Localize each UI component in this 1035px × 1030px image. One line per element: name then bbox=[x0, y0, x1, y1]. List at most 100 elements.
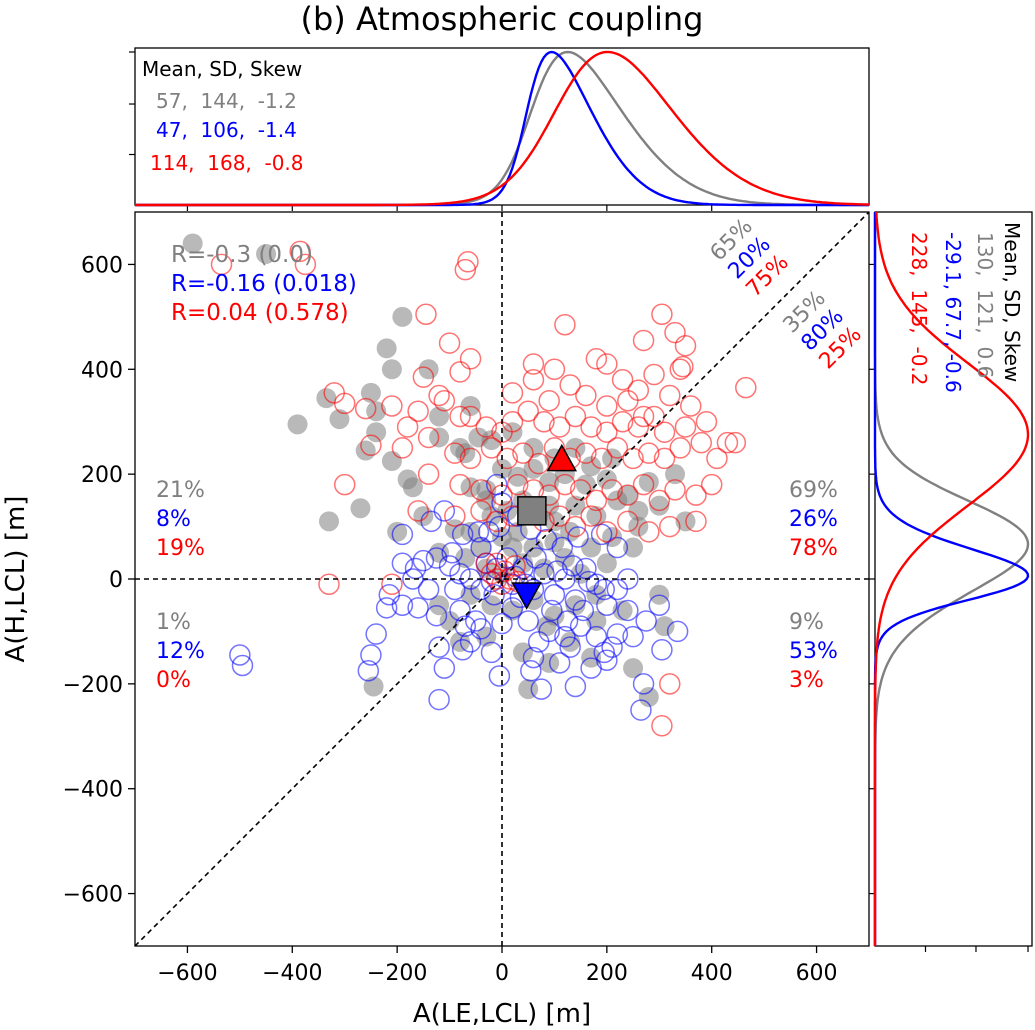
right-stats-gray: 130, 121, 0.6 bbox=[973, 232, 997, 378]
gray-point bbox=[318, 511, 339, 532]
blue-point bbox=[543, 583, 566, 606]
blue-point bbox=[391, 594, 414, 616]
red-point bbox=[611, 410, 634, 433]
red-point bbox=[486, 552, 508, 575]
right-density-red bbox=[873, 211, 1030, 946]
red-point bbox=[735, 376, 757, 399]
blue-point bbox=[496, 547, 518, 569]
top-marginal-panel: Mean, SD, Skew 57, 144, -1.2 47, 106, -1… bbox=[129, 47, 870, 211]
red-point bbox=[596, 521, 618, 543]
blue-point bbox=[231, 654, 254, 677]
red-point bbox=[601, 479, 623, 501]
blue-point bbox=[562, 555, 584, 577]
red-point bbox=[632, 473, 655, 496]
top-stats-red: 114, 168, -0.8 bbox=[150, 151, 304, 175]
main-axis-ticks: −600 −400 −200 0 200 400 600 −600 −400 −200 0 200 40… bbox=[63, 253, 838, 986]
red-point bbox=[428, 384, 450, 407]
blue-point bbox=[229, 644, 251, 666]
blue-point bbox=[572, 599, 595, 622]
x-tick-label: −200 bbox=[367, 961, 427, 986]
blue-point bbox=[480, 641, 503, 664]
red-point bbox=[685, 510, 707, 533]
red-point bbox=[438, 332, 461, 354]
blue-point bbox=[441, 542, 463, 564]
red-point bbox=[381, 573, 403, 595]
gray-point bbox=[460, 521, 481, 542]
mean-markers bbox=[511, 443, 578, 610]
red-point bbox=[333, 392, 356, 415]
mean-marker-gray bbox=[517, 496, 547, 526]
gray-point bbox=[381, 451, 402, 472]
mean-marker-red bbox=[546, 443, 578, 472]
red-point bbox=[294, 253, 317, 276]
blue-point bbox=[402, 568, 424, 590]
reference-lines bbox=[135, 212, 869, 946]
red-point bbox=[659, 673, 681, 695]
blue-point bbox=[606, 623, 629, 645]
gray-point bbox=[596, 553, 617, 574]
blue-point bbox=[630, 699, 652, 721]
gray-point bbox=[287, 414, 308, 435]
red-point bbox=[538, 389, 560, 412]
gray-point bbox=[565, 437, 586, 458]
blue-point bbox=[378, 583, 401, 606]
blue-point bbox=[433, 500, 456, 522]
chart-title: (b) Atmospheric coupling bbox=[301, 0, 704, 38]
gray-point bbox=[649, 495, 670, 516]
red-point bbox=[617, 389, 639, 412]
blue-point bbox=[391, 552, 414, 575]
gray-point bbox=[533, 558, 554, 579]
red-point bbox=[664, 479, 686, 501]
red-point bbox=[548, 505, 571, 527]
red-point bbox=[433, 389, 456, 412]
red-point bbox=[564, 405, 587, 428]
blue-point bbox=[491, 612, 513, 635]
blue-point bbox=[520, 660, 542, 682]
corr-gray: R=-0.3 (0.0) bbox=[171, 242, 313, 268]
gray-point bbox=[376, 338, 397, 359]
y-tick-label: −200 bbox=[63, 673, 123, 698]
red-point bbox=[674, 416, 697, 438]
red-point bbox=[459, 405, 482, 428]
blue-point bbox=[451, 523, 474, 546]
red-point bbox=[449, 473, 471, 496]
red-point bbox=[611, 369, 634, 391]
red-point bbox=[664, 321, 686, 344]
red-point bbox=[674, 334, 697, 357]
red-point bbox=[596, 353, 618, 375]
y-tick-label: 600 bbox=[81, 253, 123, 278]
gray-point bbox=[638, 686, 659, 707]
red-point bbox=[554, 313, 576, 336]
red-point bbox=[333, 473, 356, 496]
scatter-points bbox=[182, 233, 757, 737]
red-point bbox=[643, 363, 665, 386]
pct-upper-right-gray: 69% bbox=[789, 478, 838, 503]
x-tick-label: 400 bbox=[691, 961, 733, 986]
blue-point bbox=[569, 615, 592, 637]
red-point bbox=[659, 384, 681, 407]
blue-point bbox=[596, 594, 618, 616]
top-marginal-curves bbox=[135, 50, 869, 207]
red-point bbox=[391, 437, 414, 459]
gray-point bbox=[628, 516, 649, 537]
gray-point bbox=[512, 642, 533, 663]
blue-point bbox=[651, 639, 673, 661]
x-tick-label: 200 bbox=[586, 961, 628, 986]
right-stats-blue: -29.1, 67.7, -0.6 bbox=[941, 232, 965, 393]
red-point bbox=[449, 361, 471, 383]
pct-lower-right-red: 3% bbox=[789, 668, 824, 693]
blue-point bbox=[428, 636, 450, 658]
red-point bbox=[501, 382, 524, 404]
blue-point bbox=[666, 620, 689, 643]
gray-point bbox=[581, 537, 602, 558]
gray-point bbox=[502, 537, 523, 558]
blue-point bbox=[417, 578, 440, 601]
red-point bbox=[360, 434, 382, 457]
blue-point bbox=[357, 660, 380, 682]
right-marginal-panel: Mean, SD, Skew 130, 121, 0.6 -29.1, 67.7… bbox=[869, 211, 1033, 952]
blue-point bbox=[596, 649, 618, 672]
red-point bbox=[538, 484, 560, 506]
blue-point bbox=[360, 644, 382, 666]
mean-marker-blue bbox=[511, 582, 542, 610]
